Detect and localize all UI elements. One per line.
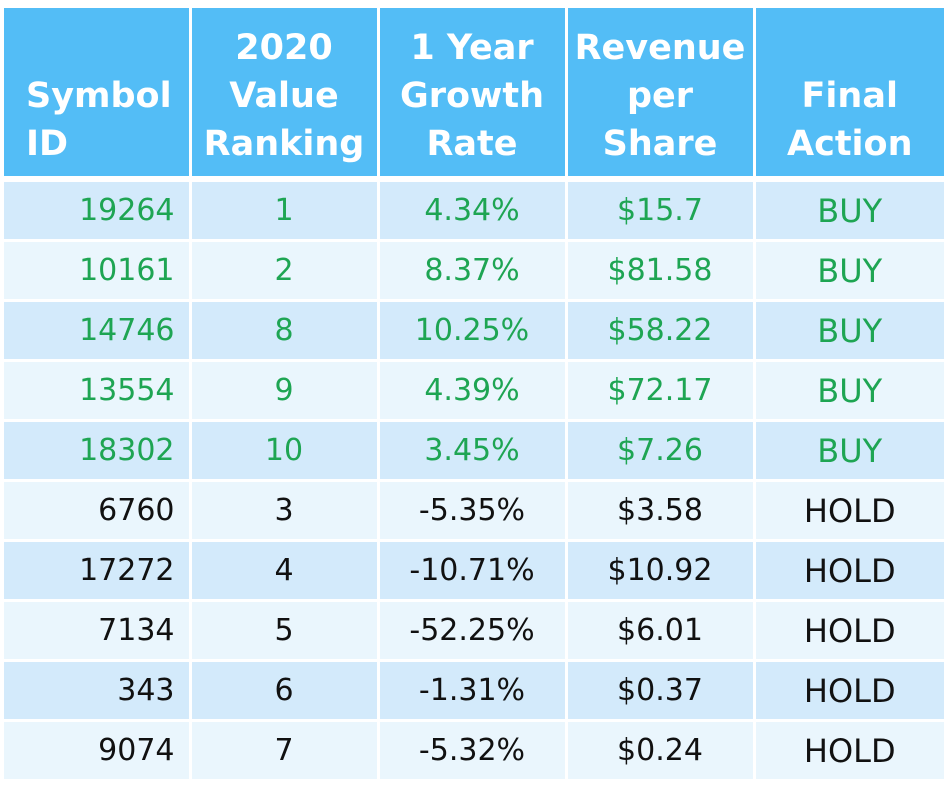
header-symbol-line-1: Symbol xyxy=(26,76,172,116)
symbol-id-cell: 10161 xyxy=(4,240,192,302)
symbol-id-cell: 343 xyxy=(4,660,192,722)
ranking-cell: 7 xyxy=(190,720,380,782)
action-cell: HOLD xyxy=(754,540,944,602)
symbol-id-cell: 14746 xyxy=(4,300,192,362)
symbol-id-cell: 9074 xyxy=(4,720,192,782)
table-row: 7134 5 -52.25% $6.01 HOLD xyxy=(4,600,944,662)
stock-table-container: Symbol ID 2020 Value Ranking 1 Year Grow… xyxy=(4,8,944,782)
action-cell: HOLD xyxy=(754,660,944,722)
header-growth-line-2: Growth xyxy=(399,76,545,116)
revenue-cell: $6.01 xyxy=(566,600,756,662)
action-cell: BUY xyxy=(754,360,944,422)
table-header: Symbol ID 2020 Value Ranking 1 Year Grow… xyxy=(4,8,944,182)
growth-rate-cell: 8.37% xyxy=(378,240,568,302)
header-symbol-id: Symbol ID xyxy=(4,8,192,182)
ranking-cell: 2 xyxy=(190,240,380,302)
header-value-ranking: 2020 Value Ranking xyxy=(190,8,380,182)
header-row: Symbol ID 2020 Value Ranking 1 Year Grow… xyxy=(4,8,944,182)
symbol-id-cell: 19264 xyxy=(4,179,192,242)
revenue-cell: $58.22 xyxy=(566,300,756,362)
header-ranking-line-1: 2020 xyxy=(235,28,333,68)
action-cell: BUY xyxy=(754,300,944,362)
symbol-id-cell: 18302 xyxy=(4,420,192,482)
action-cell: BUY xyxy=(754,240,944,302)
growth-rate-cell: 10.25% xyxy=(378,300,568,362)
table-row: 13554 9 4.39% $72.17 BUY xyxy=(4,360,944,422)
action-cell: HOLD xyxy=(754,600,944,662)
growth-rate-cell: 4.34% xyxy=(378,179,568,242)
stock-table: Symbol ID 2020 Value Ranking 1 Year Grow… xyxy=(4,8,944,782)
symbol-id-cell: 6760 xyxy=(4,480,192,542)
header-ranking-line-3: Ranking xyxy=(203,124,365,164)
growth-rate-cell: -52.25% xyxy=(378,600,568,662)
header-growth-rate: 1 Year Growth Rate xyxy=(378,8,568,182)
table-row: 14746 8 10.25% $58.22 BUY xyxy=(4,300,944,362)
table-row: 343 6 -1.31% $0.37 HOLD xyxy=(4,660,944,722)
symbol-id-cell: 7134 xyxy=(4,600,192,662)
table-row: 9074 7 -5.32% $0.24 HOLD xyxy=(4,720,944,782)
ranking-cell: 9 xyxy=(190,360,380,422)
growth-rate-cell: 4.39% xyxy=(378,360,568,422)
header-final-action: Final Action xyxy=(754,8,944,182)
symbol-id-cell: 17272 xyxy=(4,540,192,602)
header-growth-line-1: 1 Year xyxy=(410,28,534,68)
revenue-cell: $0.24 xyxy=(566,720,756,782)
ranking-cell: 4 xyxy=(190,540,380,602)
action-cell: HOLD xyxy=(754,480,944,542)
header-growth-line-3: Rate xyxy=(426,124,518,164)
ranking-cell: 6 xyxy=(190,660,380,722)
growth-rate-cell: -1.31% xyxy=(378,660,568,722)
header-revenue-line-1: Revenue xyxy=(574,28,746,68)
header-revenue-line-2: per xyxy=(626,76,694,116)
action-cell: BUY xyxy=(754,179,944,242)
header-revenue-line-3: Share xyxy=(602,124,718,164)
ranking-cell: 10 xyxy=(190,420,380,482)
revenue-cell: $15.7 xyxy=(566,179,756,242)
action-cell: BUY xyxy=(754,420,944,482)
growth-rate-cell: -5.32% xyxy=(378,720,568,782)
symbol-id-cell: 13554 xyxy=(4,360,192,422)
growth-rate-cell: -10.71% xyxy=(378,540,568,602)
revenue-cell: $0.37 xyxy=(566,660,756,722)
header-action-line-2: Action xyxy=(786,124,913,164)
revenue-cell: $3.58 xyxy=(566,480,756,542)
table-row: 18302 10 3.45% $7.26 BUY xyxy=(4,420,944,482)
table-row: 19264 1 4.34% $15.7 BUY xyxy=(4,179,944,242)
revenue-cell: $72.17 xyxy=(566,360,756,422)
header-ranking-line-2: Value xyxy=(229,76,339,116)
revenue-cell: $7.26 xyxy=(566,420,756,482)
growth-rate-cell: -5.35% xyxy=(378,480,568,542)
action-cell: HOLD xyxy=(754,720,944,782)
header-revenue-per-share: Revenue per Share xyxy=(566,8,756,182)
revenue-cell: $81.58 xyxy=(566,240,756,302)
revenue-cell: $10.92 xyxy=(566,540,756,602)
ranking-cell: 3 xyxy=(190,480,380,542)
ranking-cell: 1 xyxy=(190,179,380,242)
header-action-line-1: Final xyxy=(801,76,898,116)
table-row: 6760 3 -5.35% $3.58 HOLD xyxy=(4,480,944,542)
ranking-cell: 8 xyxy=(190,300,380,362)
ranking-cell: 5 xyxy=(190,600,380,662)
header-symbol-line-2: ID xyxy=(26,124,69,164)
growth-rate-cell: 3.45% xyxy=(378,420,568,482)
table-row: 10161 2 8.37% $81.58 BUY xyxy=(4,240,944,302)
table-body: 19264 1 4.34% $15.7 BUY 10161 2 8.37% $8… xyxy=(4,179,944,782)
table-row: 17272 4 -10.71% $10.92 HOLD xyxy=(4,540,944,602)
